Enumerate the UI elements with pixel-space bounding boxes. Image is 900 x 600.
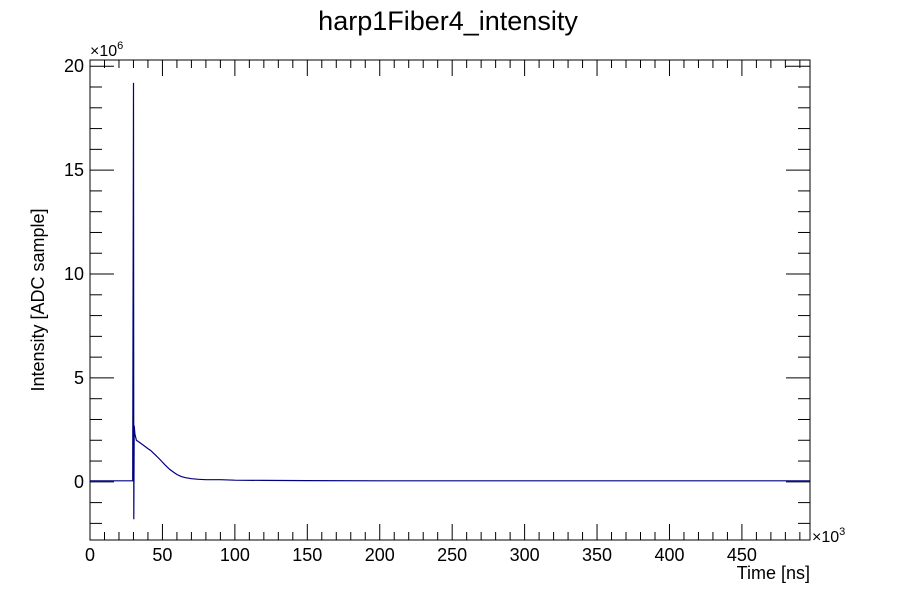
series-line: [90, 82, 810, 520]
plot-frame: [89, 59, 811, 541]
x-tick-label: 200: [365, 545, 395, 565]
x-tick-label: 300: [510, 545, 540, 565]
axis-tick-labels: 0 50 100 150 200 250 300 350 400 450 0 5 10 15 20: [64, 56, 757, 565]
y-tick-label: 15: [64, 160, 84, 180]
axis-ticks: [89, 60, 810, 540]
y-tick-label: 0: [74, 472, 84, 492]
chart-title: harp1Fiber4_intensity: [318, 6, 578, 36]
y-axis-label: Intensity [ADC sample]: [28, 208, 48, 391]
y-tick-label: 5: [74, 368, 84, 388]
x-tick-label: 100: [220, 545, 250, 565]
x-tick-label: 450: [727, 545, 757, 565]
x-tick-label: 400: [654, 545, 684, 565]
y-multiplier: ×106: [90, 40, 123, 60]
x-multiplier: ×103: [812, 526, 845, 546]
y-tick-label: 10: [64, 264, 84, 284]
x-tick-label: 350: [582, 545, 612, 565]
x-tick-label: 250: [437, 545, 467, 565]
x-tick-label: 150: [292, 545, 322, 565]
y-tick-label: 20: [64, 56, 84, 76]
x-tick-label: 50: [152, 545, 172, 565]
x-axis-label: Time [ns]: [737, 563, 810, 583]
x-tick-label: 0: [85, 545, 95, 565]
